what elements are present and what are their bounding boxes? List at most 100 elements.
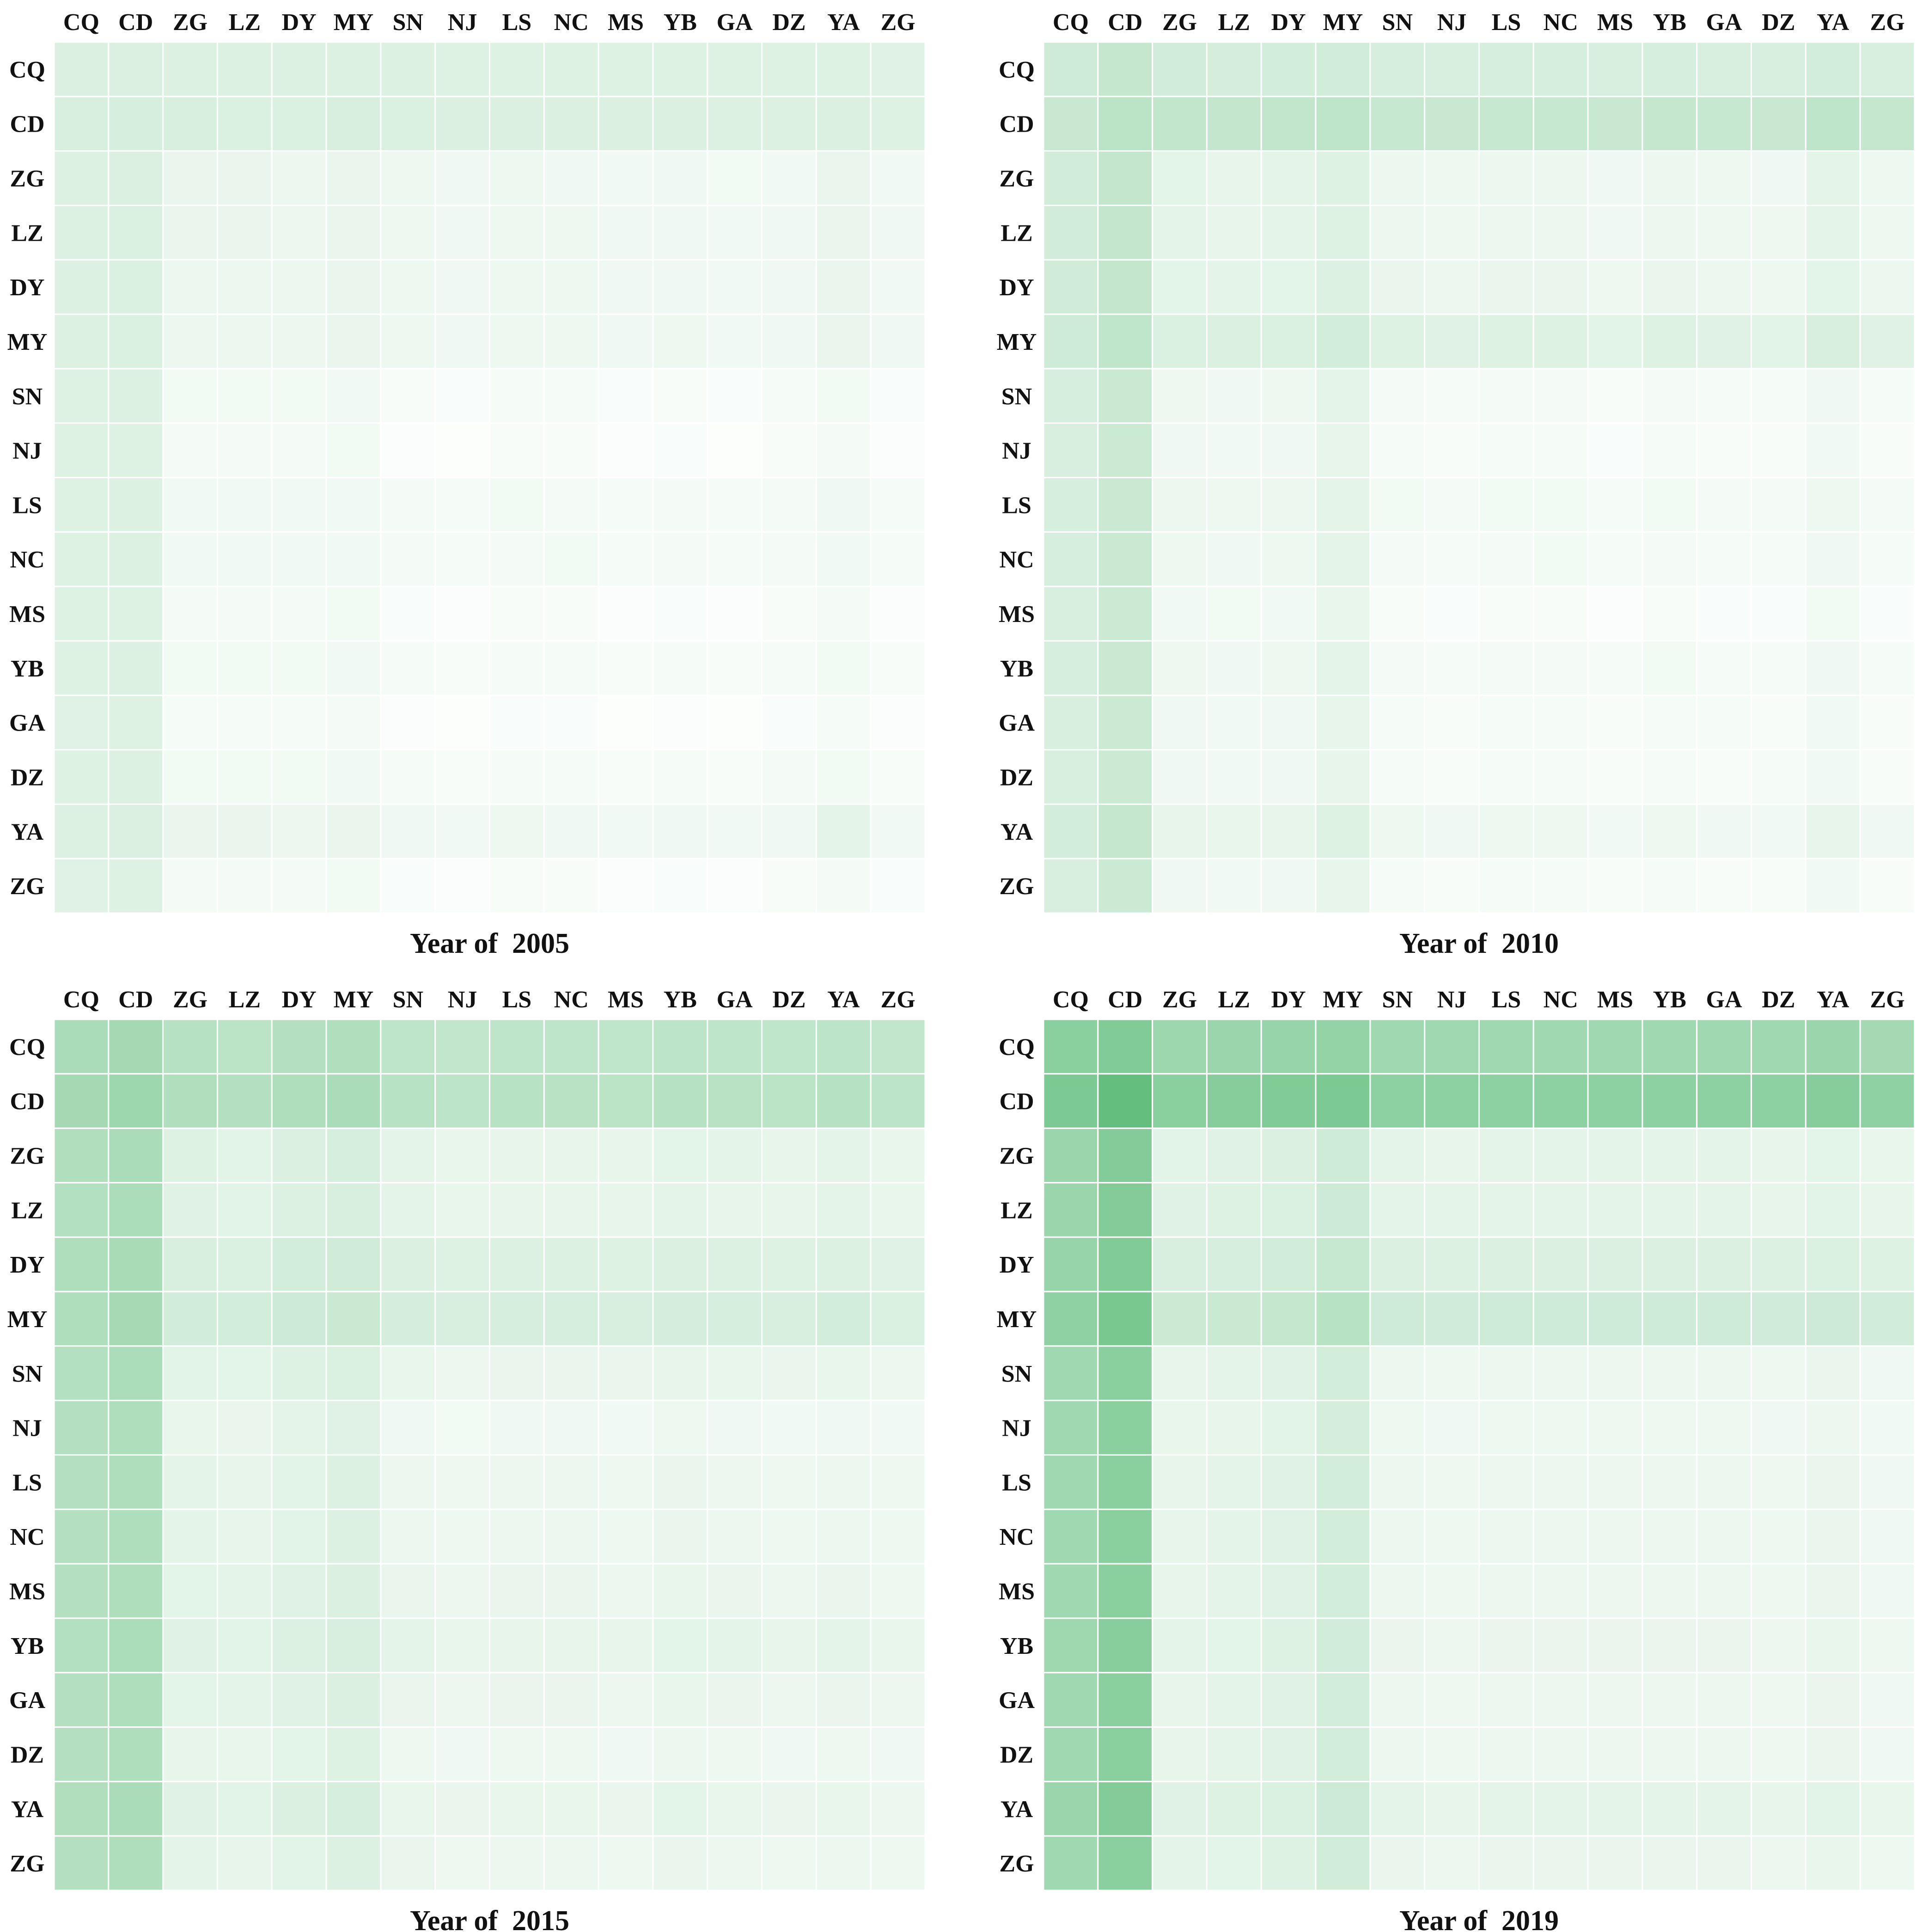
heatmap-cell	[271, 1018, 327, 1075]
row-tick-label: YB	[1000, 656, 1033, 682]
heatmap-cell	[162, 1018, 218, 1075]
heatmap-cell	[1805, 531, 1861, 587]
heatmap-cell	[325, 1672, 382, 1728]
heatmap-cell	[1641, 640, 1698, 696]
heatmap-cell	[1532, 368, 1589, 424]
heatmap-cell	[108, 477, 164, 533]
col-tick-label: NC	[1544, 9, 1578, 36]
heatmap-cell	[1424, 695, 1480, 751]
heatmap-cell	[1805, 749, 1861, 805]
heatmap-cell	[1152, 422, 1208, 478]
heatmap-cell	[1641, 1128, 1698, 1183]
heatmap-cell	[1587, 640, 1643, 696]
heatmap-cell	[1315, 1780, 1371, 1837]
heatmap-cell	[1206, 1128, 1262, 1183]
heatmap-cell	[761, 1400, 817, 1456]
heatmap-cell	[1478, 96, 1534, 152]
col-tick-label: GA	[1706, 9, 1742, 36]
heatmap-cell	[108, 259, 164, 315]
heatmap-cell	[815, 1291, 872, 1347]
col-tick-label: LS	[1492, 987, 1521, 1013]
heatmap-cell	[1152, 531, 1208, 587]
heatmap-cell	[1641, 259, 1698, 315]
heatmap-cell	[1696, 1672, 1752, 1728]
heatmap-cell	[1696, 41, 1752, 98]
heatmap-cell	[1424, 1563, 1480, 1619]
heatmap-cell	[707, 313, 763, 370]
heatmap-cell	[271, 1617, 327, 1674]
heatmap-cell	[1532, 749, 1589, 805]
heatmap-cell	[271, 1236, 327, 1292]
heatmap-cell	[1696, 1617, 1752, 1674]
heatmap-cell	[271, 150, 327, 206]
heatmap-cell	[1097, 1454, 1153, 1510]
heatmap-cell	[1478, 1672, 1534, 1728]
heatmap-cell	[489, 259, 545, 315]
heatmap-cell	[216, 1617, 273, 1674]
heatmap-cell	[598, 150, 654, 206]
heatmap-cell	[1478, 1563, 1534, 1619]
row-tick-label: LS	[1002, 1469, 1031, 1496]
heatmap-cell	[1532, 1073, 1589, 1129]
row-tick-label: SN	[12, 384, 43, 410]
col-tick-label: LS	[1492, 9, 1521, 36]
heatmap-cell	[108, 1073, 164, 1129]
heatmap-cell	[1587, 1617, 1643, 1674]
heatmap-cell	[1315, 313, 1371, 370]
heatmap-cell	[1369, 41, 1426, 98]
heatmap-cell	[108, 695, 164, 751]
heatmap-cell	[1315, 1672, 1371, 1728]
heatmap-cell	[325, 1780, 382, 1837]
heatmap-cell	[1260, 803, 1317, 859]
heatmap-cell	[271, 422, 327, 478]
heatmap-cell	[108, 1835, 164, 1891]
heatmap-cell	[162, 1563, 218, 1619]
heatmap-cell	[1641, 41, 1698, 98]
heatmap-cell	[1369, 1182, 1426, 1238]
row-tick-label: MS	[999, 601, 1035, 628]
heatmap-cell	[325, 858, 382, 914]
heatmap-cell	[216, 1182, 273, 1238]
heatmap-cell	[380, 96, 436, 152]
heatmap-cell	[1152, 1018, 1208, 1075]
heatmap-cell	[1587, 204, 1643, 261]
heatmap-cell	[1260, 1835, 1317, 1891]
heatmap-cell	[1641, 858, 1698, 914]
heatmap-cell	[53, 1073, 110, 1129]
heatmap-cell	[870, 585, 926, 642]
col-tick-label: LS	[502, 9, 532, 36]
heatmap-cell	[489, 640, 545, 696]
heatmap-cell	[652, 1291, 708, 1347]
heatmap-cell	[1369, 1345, 1426, 1402]
heatmap-cell	[815, 1780, 872, 1837]
heatmap-cell	[1641, 803, 1698, 859]
heatmap-cell	[1532, 313, 1589, 370]
heatmap-cell	[434, 1617, 490, 1674]
heatmap-cell	[1696, 1291, 1752, 1347]
heatmap-cell	[1369, 1617, 1426, 1674]
heatmap-cell	[1315, 41, 1371, 98]
heatmap-cell	[271, 313, 327, 370]
heatmap-cell	[1260, 749, 1317, 805]
heatmap-cell	[271, 858, 327, 914]
heatmap-cell	[53, 803, 110, 859]
heatmap-cell	[1641, 1617, 1698, 1674]
heatmap-cell	[1315, 96, 1371, 152]
heatmap-cell	[434, 585, 490, 642]
heatmap-cell	[1043, 640, 1099, 696]
heatmap-cell	[1260, 585, 1317, 642]
col-tick-label: YA	[1817, 9, 1849, 36]
heatmap-cell	[1424, 858, 1480, 914]
heatmap-cell	[1097, 1182, 1153, 1238]
col-tick-label: ZG	[1870, 9, 1905, 36]
heatmap-cell	[761, 204, 817, 261]
heatmap-cell	[870, 1345, 926, 1402]
heatmap-cell	[162, 1780, 218, 1837]
heatmap-cell	[325, 1726, 382, 1782]
heatmap-cell	[1859, 1345, 1916, 1402]
heatmap-cell	[1805, 1345, 1861, 1402]
heatmap-cell	[1751, 749, 1806, 805]
heatmap-cell	[652, 41, 708, 98]
heatmap-cell	[543, 1236, 599, 1292]
heatmap-panel-2: CQ CD ZG LZ DY MY SN NJ LS NC MS YB GA DZ YA ZG CQ CD ZG LZ…	[997, 9, 1916, 959]
